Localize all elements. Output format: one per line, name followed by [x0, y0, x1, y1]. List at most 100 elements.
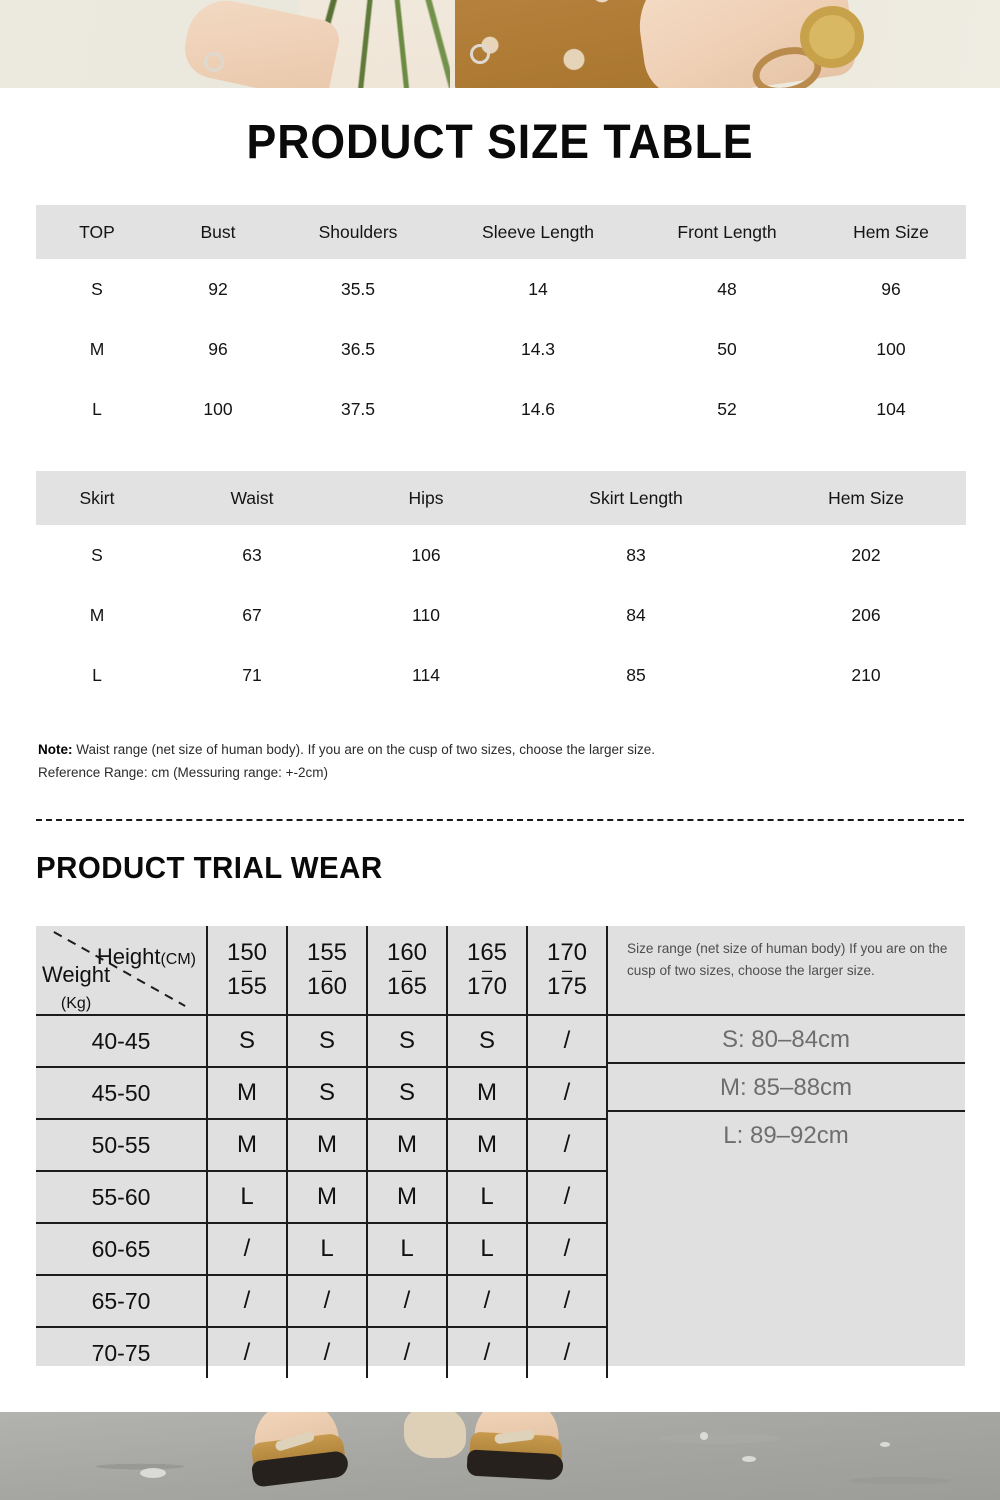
note-text: Waist range (net size of human body). If… — [72, 742, 656, 757]
ring — [204, 52, 224, 72]
weight-row-header: 70-75 — [36, 1326, 208, 1378]
column-header: Skirt — [36, 471, 158, 525]
weight-row-header: 65-70 — [36, 1274, 208, 1328]
cell-value: 71 — [158, 645, 346, 705]
table-row: S 63 106 83 202 — [36, 525, 966, 585]
trial-wear-panel: Height(CM) Weight (Kg) 150–155 155–160 16… — [36, 926, 965, 1378]
cell-value: 206 — [766, 585, 966, 645]
matrix-cell: S — [446, 1014, 528, 1068]
cell-value: 96 — [816, 259, 966, 319]
matrix-cell: L — [286, 1222, 368, 1276]
axis-corner-cell: Height(CM) Weight (Kg) — [36, 926, 208, 1016]
size-range-panel: Size range (net size of human body) If y… — [607, 926, 965, 1350]
note-line-2: Reference Range: cm (Messuring range: +-… — [38, 765, 328, 781]
height-column-header: 160–165 — [366, 926, 448, 1016]
cell-value: 96 — [158, 319, 278, 379]
matrix-row: 55-60 L M M L / — [36, 1170, 608, 1224]
matrix-cell: / — [526, 1118, 608, 1172]
floor-speck — [140, 1468, 166, 1478]
table-row: S 92 35.5 14 48 96 — [36, 259, 966, 319]
column-header: Hem Size — [766, 471, 966, 525]
weight-row-header: 55-60 — [36, 1170, 208, 1224]
cell-value: 100 — [816, 319, 966, 379]
top-banner-photo — [0, 0, 1000, 88]
matrix-cell: / — [366, 1274, 448, 1328]
size-range-row: M: 85–88cm — [607, 1062, 965, 1112]
floor-speck — [880, 1442, 890, 1447]
matrix-header-row: Height(CM) Weight (Kg) 150–155 155–160 16… — [36, 926, 608, 1016]
axis-label-weight: Weight (Kg) — [42, 962, 111, 1012]
cell-size: S — [36, 259, 158, 319]
cell-size: S — [36, 525, 158, 585]
matrix-cell: M — [206, 1066, 288, 1120]
cell-value: 100 — [158, 379, 278, 439]
matrix-cell: / — [206, 1274, 288, 1328]
cell-value: 106 — [346, 525, 506, 585]
matrix-cell: / — [206, 1222, 288, 1276]
top-size-table: TOP Bust Shoulders Sleeve Length Front L… — [36, 205, 966, 439]
cell-value: 85 — [506, 645, 766, 705]
matrix-cell: / — [526, 1222, 608, 1276]
matrix-cell: M — [446, 1118, 528, 1172]
size-range-row: L: 89–92cm — [607, 1110, 965, 1160]
measurement-note: Note: Waist range (net size of human bod… — [38, 738, 938, 784]
ring — [470, 44, 490, 64]
cell-value: 52 — [638, 379, 816, 439]
matrix-cell: S — [286, 1066, 368, 1120]
cell-value: 14.6 — [438, 379, 638, 439]
bottom-banner-photo — [0, 1412, 1000, 1500]
matrix-row: 70-75 / / / / / — [36, 1326, 608, 1378]
skirt-size-table: Skirt Waist Hips Skirt Length Hem Size S… — [36, 471, 966, 705]
note-line-1: Note: Waist range (net size of human bod… — [38, 738, 938, 761]
cell-value: 114 — [346, 645, 506, 705]
table-header-row: Skirt Waist Hips Skirt Length Hem Size — [36, 471, 966, 525]
matrix-cell: L — [446, 1170, 528, 1224]
cell-value: 84 — [506, 585, 766, 645]
axis-label-height: Height(CM) — [96, 944, 196, 969]
matrix-cell: M — [286, 1118, 368, 1172]
matrix-cell: L — [206, 1170, 288, 1224]
column-header: Front Length — [638, 205, 816, 259]
cell-value: 14.3 — [438, 319, 638, 379]
column-header: Sleeve Length — [438, 205, 638, 259]
cell-value: 14 — [438, 259, 638, 319]
note-label: Note: — [38, 742, 73, 757]
cell-value: 202 — [766, 525, 966, 585]
cell-size: L — [36, 379, 158, 439]
cell-size: L — [36, 645, 158, 705]
matrix-row: 65-70 / / / / / — [36, 1274, 608, 1328]
height-column-header: 170–175 — [526, 926, 608, 1016]
cell-value: 36.5 — [278, 319, 438, 379]
matrix-cell: / — [526, 1274, 608, 1328]
matrix-row: 40-45 S S S S / — [36, 1014, 608, 1068]
cell-value: 110 — [346, 585, 506, 645]
column-header: TOP — [36, 205, 158, 259]
section-divider — [36, 819, 964, 821]
cell-value: 92 — [158, 259, 278, 319]
floor-speck — [742, 1456, 756, 1462]
matrix-cell: S — [206, 1014, 288, 1068]
cell-value: 210 — [766, 645, 966, 705]
column-header: Waist — [158, 471, 346, 525]
weight-row-header: 45-50 — [36, 1066, 208, 1120]
matrix-cell: L — [446, 1222, 528, 1276]
matrix-cell: M — [206, 1118, 288, 1172]
cell-value: 35.5 — [278, 259, 438, 319]
height-column-header: 150–155 — [206, 926, 288, 1016]
sandal-left — [247, 1412, 350, 1488]
cell-value: 67 — [158, 585, 346, 645]
matrix-cell: S — [366, 1066, 448, 1120]
page-title: PRODUCT SIZE TABLE — [246, 116, 754, 169]
size-guide-content: PRODUCT SIZE TABLE TOP Bust Shoulders Sl… — [0, 88, 1000, 1412]
matrix-cell: L — [366, 1222, 448, 1276]
matrix-cell: M — [446, 1066, 528, 1120]
matrix-cell: / — [526, 1326, 608, 1378]
cell-size: M — [36, 319, 158, 379]
matrix-cell: / — [526, 1170, 608, 1224]
matrix-cell: / — [206, 1326, 288, 1378]
cell-value: 48 — [638, 259, 816, 319]
weight-row-header: 40-45 — [36, 1014, 208, 1068]
lace-hem-detail — [404, 1412, 466, 1458]
matrix-cell: S — [366, 1014, 448, 1068]
matrix-cell: / — [366, 1326, 448, 1378]
